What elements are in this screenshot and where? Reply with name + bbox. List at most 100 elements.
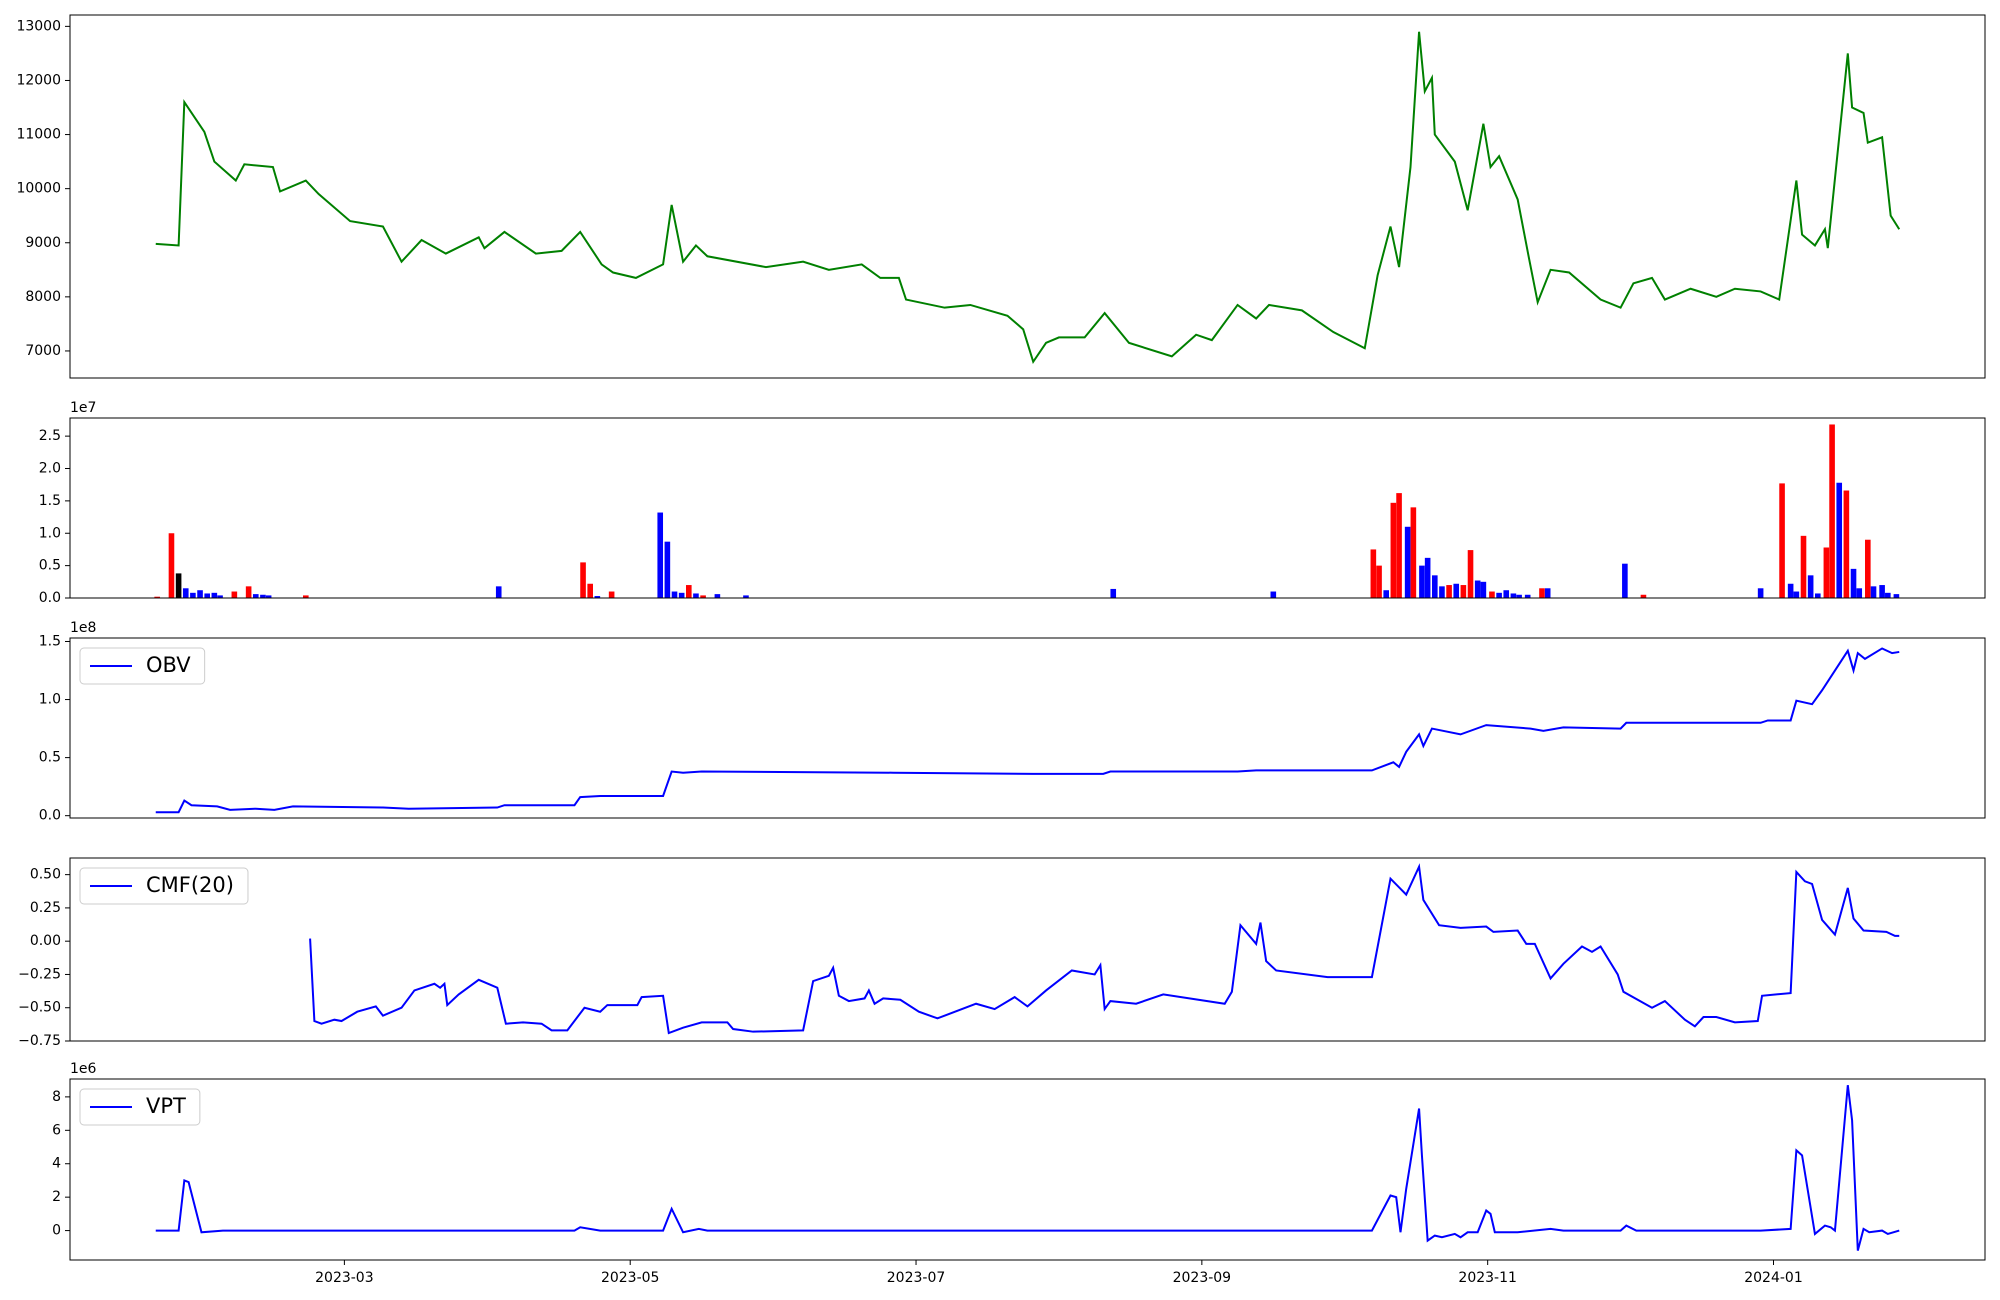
bar [1885, 592, 1891, 598]
bar [1800, 535, 1807, 598]
bar [252, 594, 259, 598]
y-tick-label: 0.0 [39, 590, 61, 606]
legend-box [79, 1088, 201, 1126]
bar [1496, 592, 1502, 598]
x-tick-label: 2023-05 [601, 1270, 660, 1286]
bar [608, 591, 615, 598]
y-tick-label: 4 [52, 1156, 61, 1172]
y-tick-label: 1.5 [39, 493, 61, 509]
y-tick-label: 2 [52, 1189, 61, 1205]
bar [664, 541, 671, 598]
y-tick-label: 0.00 [30, 933, 61, 949]
y-tick-label: 7000 [25, 343, 61, 359]
bar [197, 590, 203, 598]
bar [1110, 588, 1117, 598]
bar [211, 592, 218, 598]
bar [175, 573, 182, 598]
bar [587, 583, 593, 598]
bar [1779, 483, 1785, 598]
bar [1622, 563, 1628, 598]
plot-frame [69, 14, 1986, 379]
y-tick-label: 10000 [16, 181, 61, 197]
series-line [155, 647, 1900, 814]
bar [743, 595, 749, 598]
y-tick-label: 0.5 [39, 750, 61, 766]
bar [1439, 586, 1445, 598]
y-tick-label: −0.50 [18, 1000, 61, 1016]
y-tick-label: 0.50 [30, 867, 61, 883]
bar [260, 594, 266, 598]
legend-label: OBV [146, 653, 191, 677]
x-tick-label: 2024-01 [1744, 1270, 1803, 1286]
bar [686, 585, 692, 598]
offset-text: 1e6 [70, 1061, 97, 1077]
y-tick-label: 1.0 [39, 692, 61, 708]
plot-frame [69, 417, 1986, 599]
bar [1793, 591, 1800, 598]
bar [1460, 585, 1467, 598]
y-tick-label: −0.75 [18, 1033, 61, 1049]
bar [1376, 565, 1382, 598]
y-tick-label: 13000 [16, 18, 61, 34]
legend-box [79, 867, 249, 905]
bar [1814, 593, 1821, 598]
bar [1510, 593, 1517, 598]
bar [245, 586, 252, 598]
bar [154, 596, 160, 598]
bar [1503, 590, 1510, 598]
bar [700, 595, 706, 598]
bar [678, 592, 685, 598]
y-tick-label: 1.0 [39, 525, 61, 541]
bar [1823, 547, 1830, 598]
legend-box [79, 647, 206, 685]
bar [1396, 493, 1402, 598]
bar [1390, 502, 1397, 598]
bar [580, 562, 586, 598]
bar [1850, 568, 1857, 598]
bar [1843, 490, 1850, 598]
offset-text: 1e7 [70, 400, 96, 416]
bar [182, 588, 189, 598]
y-tick-label: 0.0 [39, 808, 61, 824]
bar [1757, 588, 1764, 598]
series-line [155, 1085, 1900, 1251]
plot-frame [69, 857, 1986, 1042]
y-tick-label: 11000 [16, 127, 61, 143]
y-tick-label: 6 [52, 1122, 61, 1138]
y-tick-label: 0.5 [39, 558, 61, 574]
x-tick-label: 2023-11 [1458, 1270, 1517, 1286]
y-tick-label: 8 [52, 1089, 61, 1105]
bar [1870, 586, 1877, 598]
bar [1807, 575, 1814, 598]
bar [1383, 590, 1390, 598]
bar [1419, 565, 1425, 598]
bar [265, 595, 272, 598]
bar [190, 592, 196, 598]
bar [1424, 557, 1431, 598]
bar [231, 591, 238, 598]
plot-frame [69, 637, 1986, 819]
bar [168, 533, 175, 598]
price-line [155, 31, 1901, 365]
bar [693, 593, 699, 598]
bar [204, 593, 210, 598]
y-tick-label: 2.0 [39, 461, 61, 477]
bar [1480, 581, 1487, 598]
bar [657, 512, 664, 598]
bar [714, 594, 721, 598]
bar [1879, 585, 1885, 598]
bar [1516, 594, 1522, 598]
bar [495, 586, 502, 598]
x-tick-label: 2023-09 [1173, 1270, 1232, 1286]
y-tick-label: −0.25 [18, 966, 61, 982]
y-tick-label: 9000 [25, 235, 61, 251]
bar [1370, 549, 1377, 598]
bar [1524, 594, 1531, 598]
bar [1410, 507, 1417, 598]
x-tick-label: 2023-03 [315, 1270, 374, 1286]
bar [1640, 594, 1647, 598]
x-tick-label: 2023-07 [887, 1270, 946, 1286]
bar [1829, 424, 1835, 598]
plot-frame [69, 1078, 1986, 1261]
bar [1836, 482, 1843, 598]
